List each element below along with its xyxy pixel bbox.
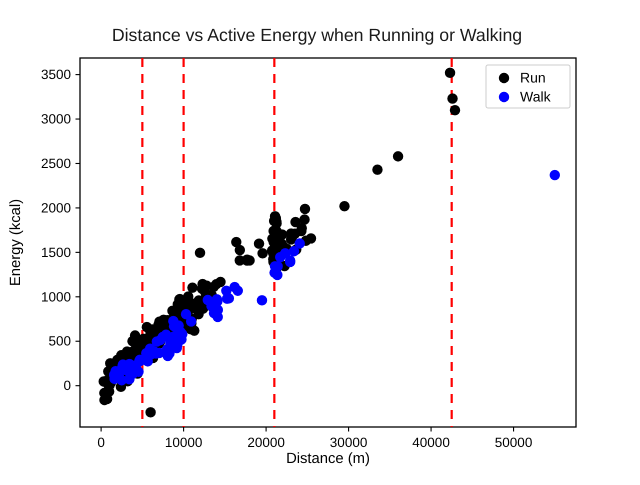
svg-text:10000: 10000 [165, 435, 203, 450]
svg-text:40000: 40000 [412, 435, 450, 450]
svg-text:2500: 2500 [41, 156, 71, 171]
svg-text:0: 0 [63, 378, 71, 393]
svg-text:2000: 2000 [41, 200, 71, 215]
svg-text:Energy (kcal): Energy (kcal) [8, 199, 24, 286]
svg-text:Run: Run [520, 70, 546, 86]
svg-text:500: 500 [48, 334, 71, 349]
svg-text:1500: 1500 [41, 245, 71, 260]
svg-text:50000: 50000 [495, 435, 533, 450]
svg-text:30000: 30000 [330, 435, 368, 450]
svg-text:Distance (m): Distance (m) [286, 451, 370, 467]
svg-text:20000: 20000 [247, 435, 285, 450]
svg-text:Distance vs Active Energy when: Distance vs Active Energy when Running o… [112, 25, 522, 45]
svg-text:0: 0 [97, 435, 105, 450]
svg-text:1000: 1000 [41, 289, 71, 304]
svg-text:3500: 3500 [41, 67, 71, 82]
svg-text:3000: 3000 [41, 112, 71, 127]
svg-text:Walk: Walk [520, 89, 552, 105]
